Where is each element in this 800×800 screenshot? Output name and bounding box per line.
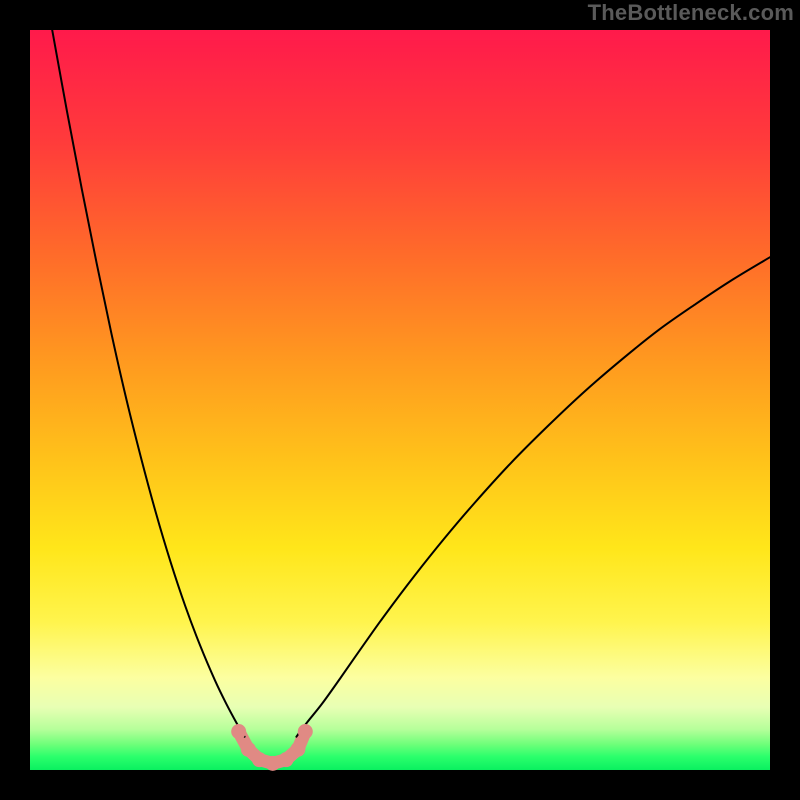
bottom-node <box>290 742 305 757</box>
bottom-node <box>241 742 256 757</box>
watermark-text: TheBottleneck.com <box>588 0 794 26</box>
bottom-node <box>252 752 267 767</box>
bottom-node <box>279 752 294 767</box>
bottleneck-chart <box>0 0 800 800</box>
gradient-background <box>30 30 770 770</box>
chart-frame: TheBottleneck.com <box>0 0 800 800</box>
bottom-node <box>231 724 246 739</box>
bottom-node <box>265 756 280 771</box>
bottom-node <box>298 724 313 739</box>
